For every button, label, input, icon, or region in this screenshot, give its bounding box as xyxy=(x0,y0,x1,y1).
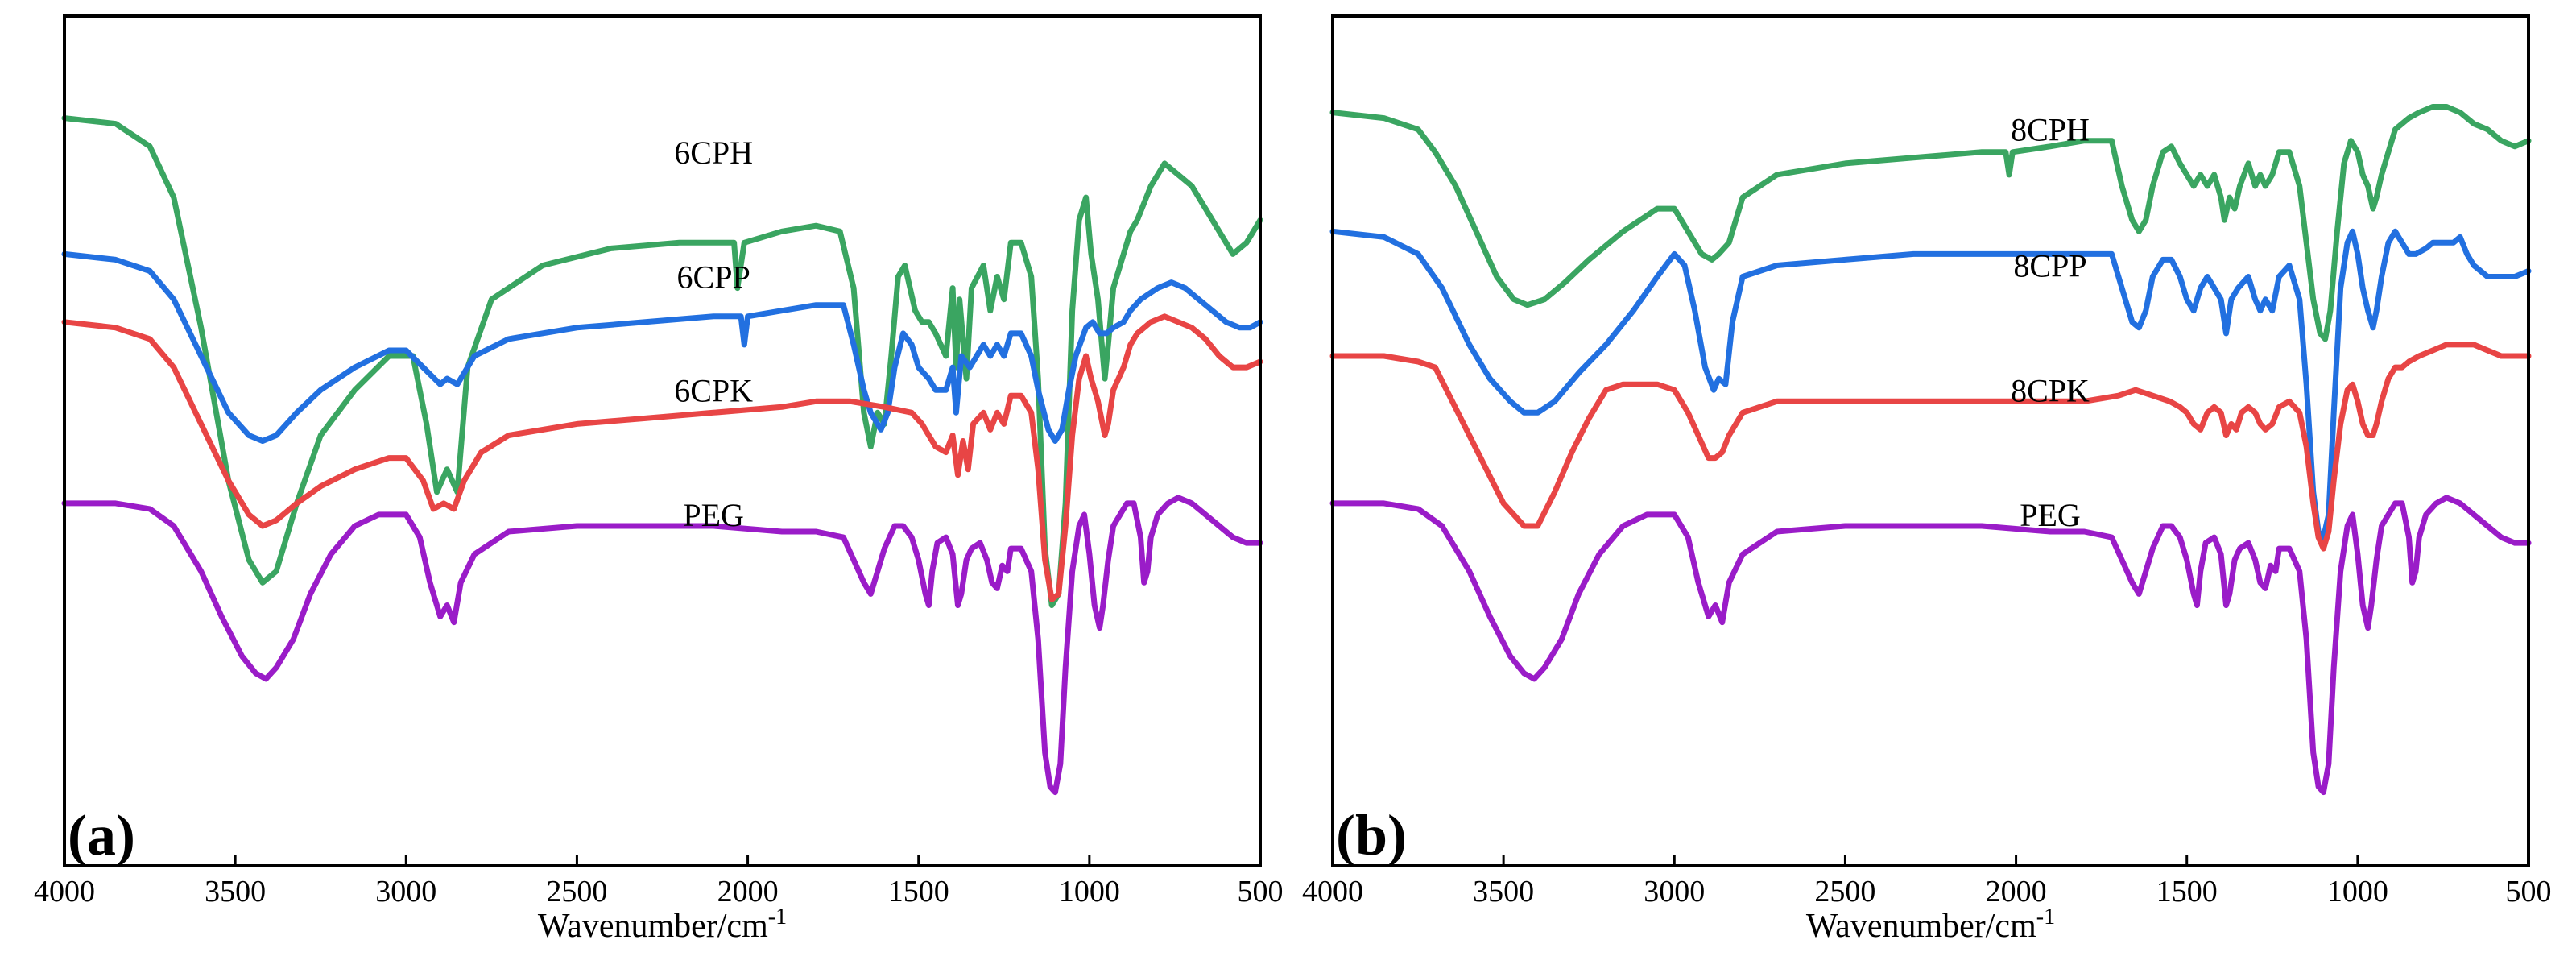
x-tick-label-b: 3500 xyxy=(1473,875,1534,909)
x-tick-label-a: 3500 xyxy=(205,875,266,909)
x-tick-label-a: 500 xyxy=(1238,875,1284,909)
x-tick-label-b: 500 xyxy=(2506,875,2552,909)
x-tick-label-a: 4000 xyxy=(34,875,95,909)
panel-label-b: (b) xyxy=(1336,803,1407,867)
x-tick-label-a: 1000 xyxy=(1059,875,1120,909)
series-label-b-8cpk: 8CPK xyxy=(2011,372,2090,408)
panel-label-a: (a) xyxy=(68,803,135,867)
x-axis-title-a: Wavenumber/cm-1 xyxy=(538,905,787,945)
x-tick-label-a: 2000 xyxy=(717,875,779,909)
series-line-b-8cpk xyxy=(1329,342,2532,552)
series-line-b-peg xyxy=(1329,495,2532,796)
x-tick-label-a: 1500 xyxy=(888,875,949,909)
x-tick-label-b: 2000 xyxy=(1986,875,2047,909)
series-line-a-6cpp xyxy=(61,250,1263,444)
series-line-a-6cpk xyxy=(61,313,1263,602)
series-label-b-peg: PEG xyxy=(2020,497,2081,533)
x-axis-title-superscript: -1 xyxy=(2036,905,2055,929)
series-label-b-8cph: 8CPH xyxy=(2011,112,2090,148)
x-tick-label-b: 1000 xyxy=(2327,875,2388,909)
series-line-a-peg xyxy=(61,495,1263,796)
x-tick-label-b: 1500 xyxy=(2156,875,2218,909)
x-tick-label-b: 2500 xyxy=(1814,875,1875,909)
series-label-a-6cpk: 6CPK xyxy=(674,372,753,408)
panel-a-chart: 6CPH 6CPP 6CPK PEG 4000 3500 3000 2500 2000 1500 1… xyxy=(34,14,1284,945)
plot-frame-a xyxy=(63,14,1262,867)
x-tick-label-b: 3000 xyxy=(1644,875,1705,909)
x-tick-label-a: 3000 xyxy=(375,875,436,909)
x-axis-title-text: Wavenumber/cm xyxy=(1806,908,2036,945)
series-line-b-8cph xyxy=(1329,104,2532,342)
panel-b-chart: 8CPH 8CPP 8CPK PEG 4000 3500 3000 2500 2000 1500 1… xyxy=(1302,14,2552,945)
series-line-b-8cpp xyxy=(1329,228,2532,540)
series-label-a-6cph: 6CPH xyxy=(674,135,753,171)
series-label-a-peg: PEG xyxy=(683,497,744,533)
plot-frame-b xyxy=(1331,14,2530,867)
x-axis-title-b: Wavenumber/cm-1 xyxy=(1806,905,2055,945)
x-axis-title-superscript: -1 xyxy=(768,905,787,929)
x-tick-label-b: 4000 xyxy=(1302,875,1363,909)
x-axis-title-text: Wavenumber/cm xyxy=(538,908,768,945)
series-label-b-8cpp: 8CPP xyxy=(2013,248,2086,284)
series-line-a-6cph xyxy=(61,115,1263,608)
x-tick-label-a: 2500 xyxy=(546,875,607,909)
series-label-a-6cpp: 6CPP xyxy=(677,259,750,296)
